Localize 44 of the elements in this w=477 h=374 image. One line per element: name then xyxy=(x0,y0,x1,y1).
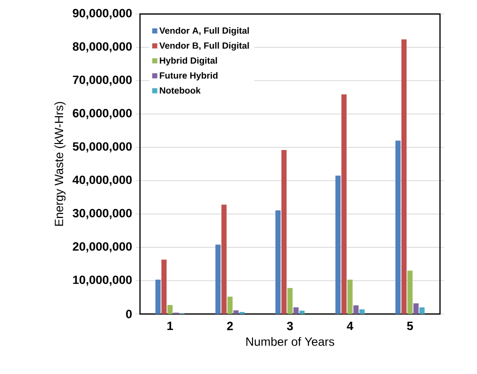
bar xyxy=(407,270,413,314)
x-axis-title: Number of Years xyxy=(246,337,334,346)
y-tick-label: 60,000,000 xyxy=(72,108,132,120)
bar xyxy=(215,244,221,314)
legend-label: Vendor B, Full Digital xyxy=(159,42,249,51)
y-tick-label: 70,000,000 xyxy=(72,76,132,86)
y-tick-label: 20,000,000 xyxy=(72,242,132,252)
bar xyxy=(227,296,233,314)
y-tick-label: 90,000,000 xyxy=(72,8,132,20)
bar xyxy=(287,288,293,314)
bar xyxy=(167,305,173,314)
bar xyxy=(335,176,341,314)
bar xyxy=(359,309,365,314)
bar xyxy=(299,310,305,314)
bar xyxy=(281,150,287,314)
legend-label: Future Hybrid xyxy=(160,72,218,80)
bar xyxy=(221,204,227,314)
y-tick-label: 50,000,000 xyxy=(72,142,132,152)
y-axis-title: Energy Waste (kW-Hrs) xyxy=(54,102,66,226)
y-tick-label: 80,000,000 xyxy=(72,42,132,52)
bar xyxy=(155,280,161,314)
bar xyxy=(275,210,281,314)
x-tick-label: 4 xyxy=(346,322,354,330)
legend-label: Hybrid Digital xyxy=(160,57,217,66)
bar xyxy=(419,307,425,314)
x-tick-label: 1 xyxy=(167,322,173,330)
bar xyxy=(341,94,347,314)
bar xyxy=(347,280,353,314)
y-tick-label: 40,000,000 xyxy=(72,176,132,186)
x-tick-label: 2 xyxy=(227,322,233,330)
bar xyxy=(293,307,299,314)
bar xyxy=(353,305,359,314)
bar xyxy=(395,140,401,314)
bar xyxy=(413,303,419,314)
bar xyxy=(233,310,239,314)
y-tick-label: 0 xyxy=(126,310,132,318)
bar xyxy=(401,39,407,314)
y-tick-label: 10,000,000 xyxy=(73,276,132,286)
bar xyxy=(161,260,167,314)
legend-label: Notebook xyxy=(160,87,201,94)
x-tick-label: 5 xyxy=(407,322,413,330)
x-tick-label: 3 xyxy=(286,322,293,330)
legend-label: Vendor A, Full Digital xyxy=(159,27,249,36)
y-tick-label: 30,000,000 xyxy=(72,208,132,220)
